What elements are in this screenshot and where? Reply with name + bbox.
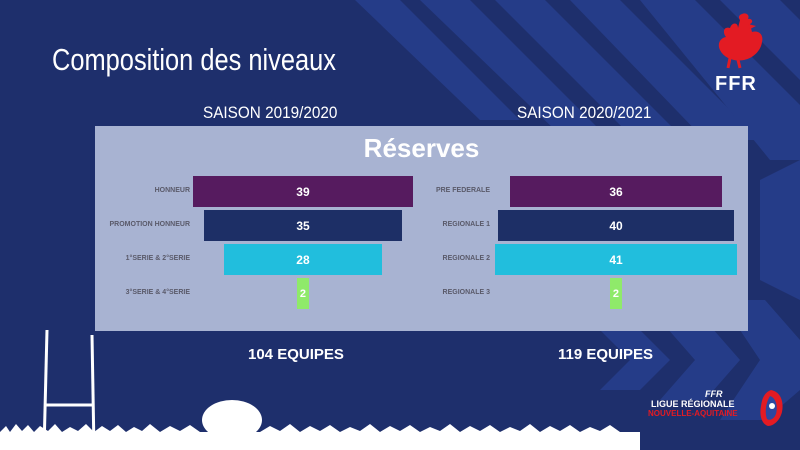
- reserves-panel: Réserves HONNEUR 39 PROMOTION HONNEUR 35 1°S…: [95, 126, 748, 331]
- category-label: REGIONALE 2: [442, 255, 490, 262]
- page-title: Composition des niveaux: [52, 42, 337, 77]
- league-name-line1: LIGUE RÉGIONALE: [651, 399, 735, 409]
- bar: 28: [223, 244, 383, 275]
- panel-title: Réserves: [363, 133, 480, 163]
- total-right: 119 EQUIPES: [558, 346, 654, 363]
- bar: 35: [204, 210, 402, 241]
- bar-value-label: 39: [296, 184, 310, 199]
- bar: 36: [509, 176, 723, 207]
- bar-value-label: 35: [296, 218, 310, 233]
- category-label: REGIONALE 3: [442, 289, 490, 296]
- category-label: REGIONALE 1: [442, 221, 490, 228]
- bar: 2: [610, 278, 622, 309]
- category-label: PRE FEDERALE: [435, 187, 490, 194]
- category-label: 1°SERIE & 2°SERIE: [125, 255, 190, 262]
- bar-value-label: 36: [609, 184, 623, 199]
- bar: 40: [498, 210, 734, 241]
- ffr-logo-text: FFR: [715, 73, 757, 95]
- rooster-icon: [718, 13, 763, 69]
- grass-silhouette: [0, 424, 640, 450]
- season-left-label: SAISON 2019/2020: [203, 103, 338, 122]
- league-emblem-icon: [760, 390, 783, 426]
- category-label: HONNEUR: [154, 187, 190, 194]
- season-right-label: SAISON 2020/2021: [517, 103, 652, 122]
- category-label: 3°SERIE & 4°SERIE: [125, 289, 190, 296]
- bar: 2: [297, 278, 309, 309]
- bar: 39: [192, 176, 414, 207]
- bar-value-label: 2: [299, 287, 307, 300]
- bar-value-label: 28: [296, 252, 310, 267]
- league-ffr-text: FFR: [705, 389, 723, 399]
- bar-value-label: 40: [609, 218, 623, 233]
- category-label: PROMOTION HONNEUR: [109, 221, 191, 228]
- rugby-ball-icon: [202, 400, 262, 440]
- bar-value-label: 41: [609, 252, 623, 267]
- bar: 41: [495, 244, 737, 275]
- total-left: 104 EQUIPES: [248, 346, 344, 363]
- bar-value-label: 2: [612, 287, 620, 300]
- league-name-line2: NOUVELLE-AQUITAINE: [648, 409, 738, 418]
